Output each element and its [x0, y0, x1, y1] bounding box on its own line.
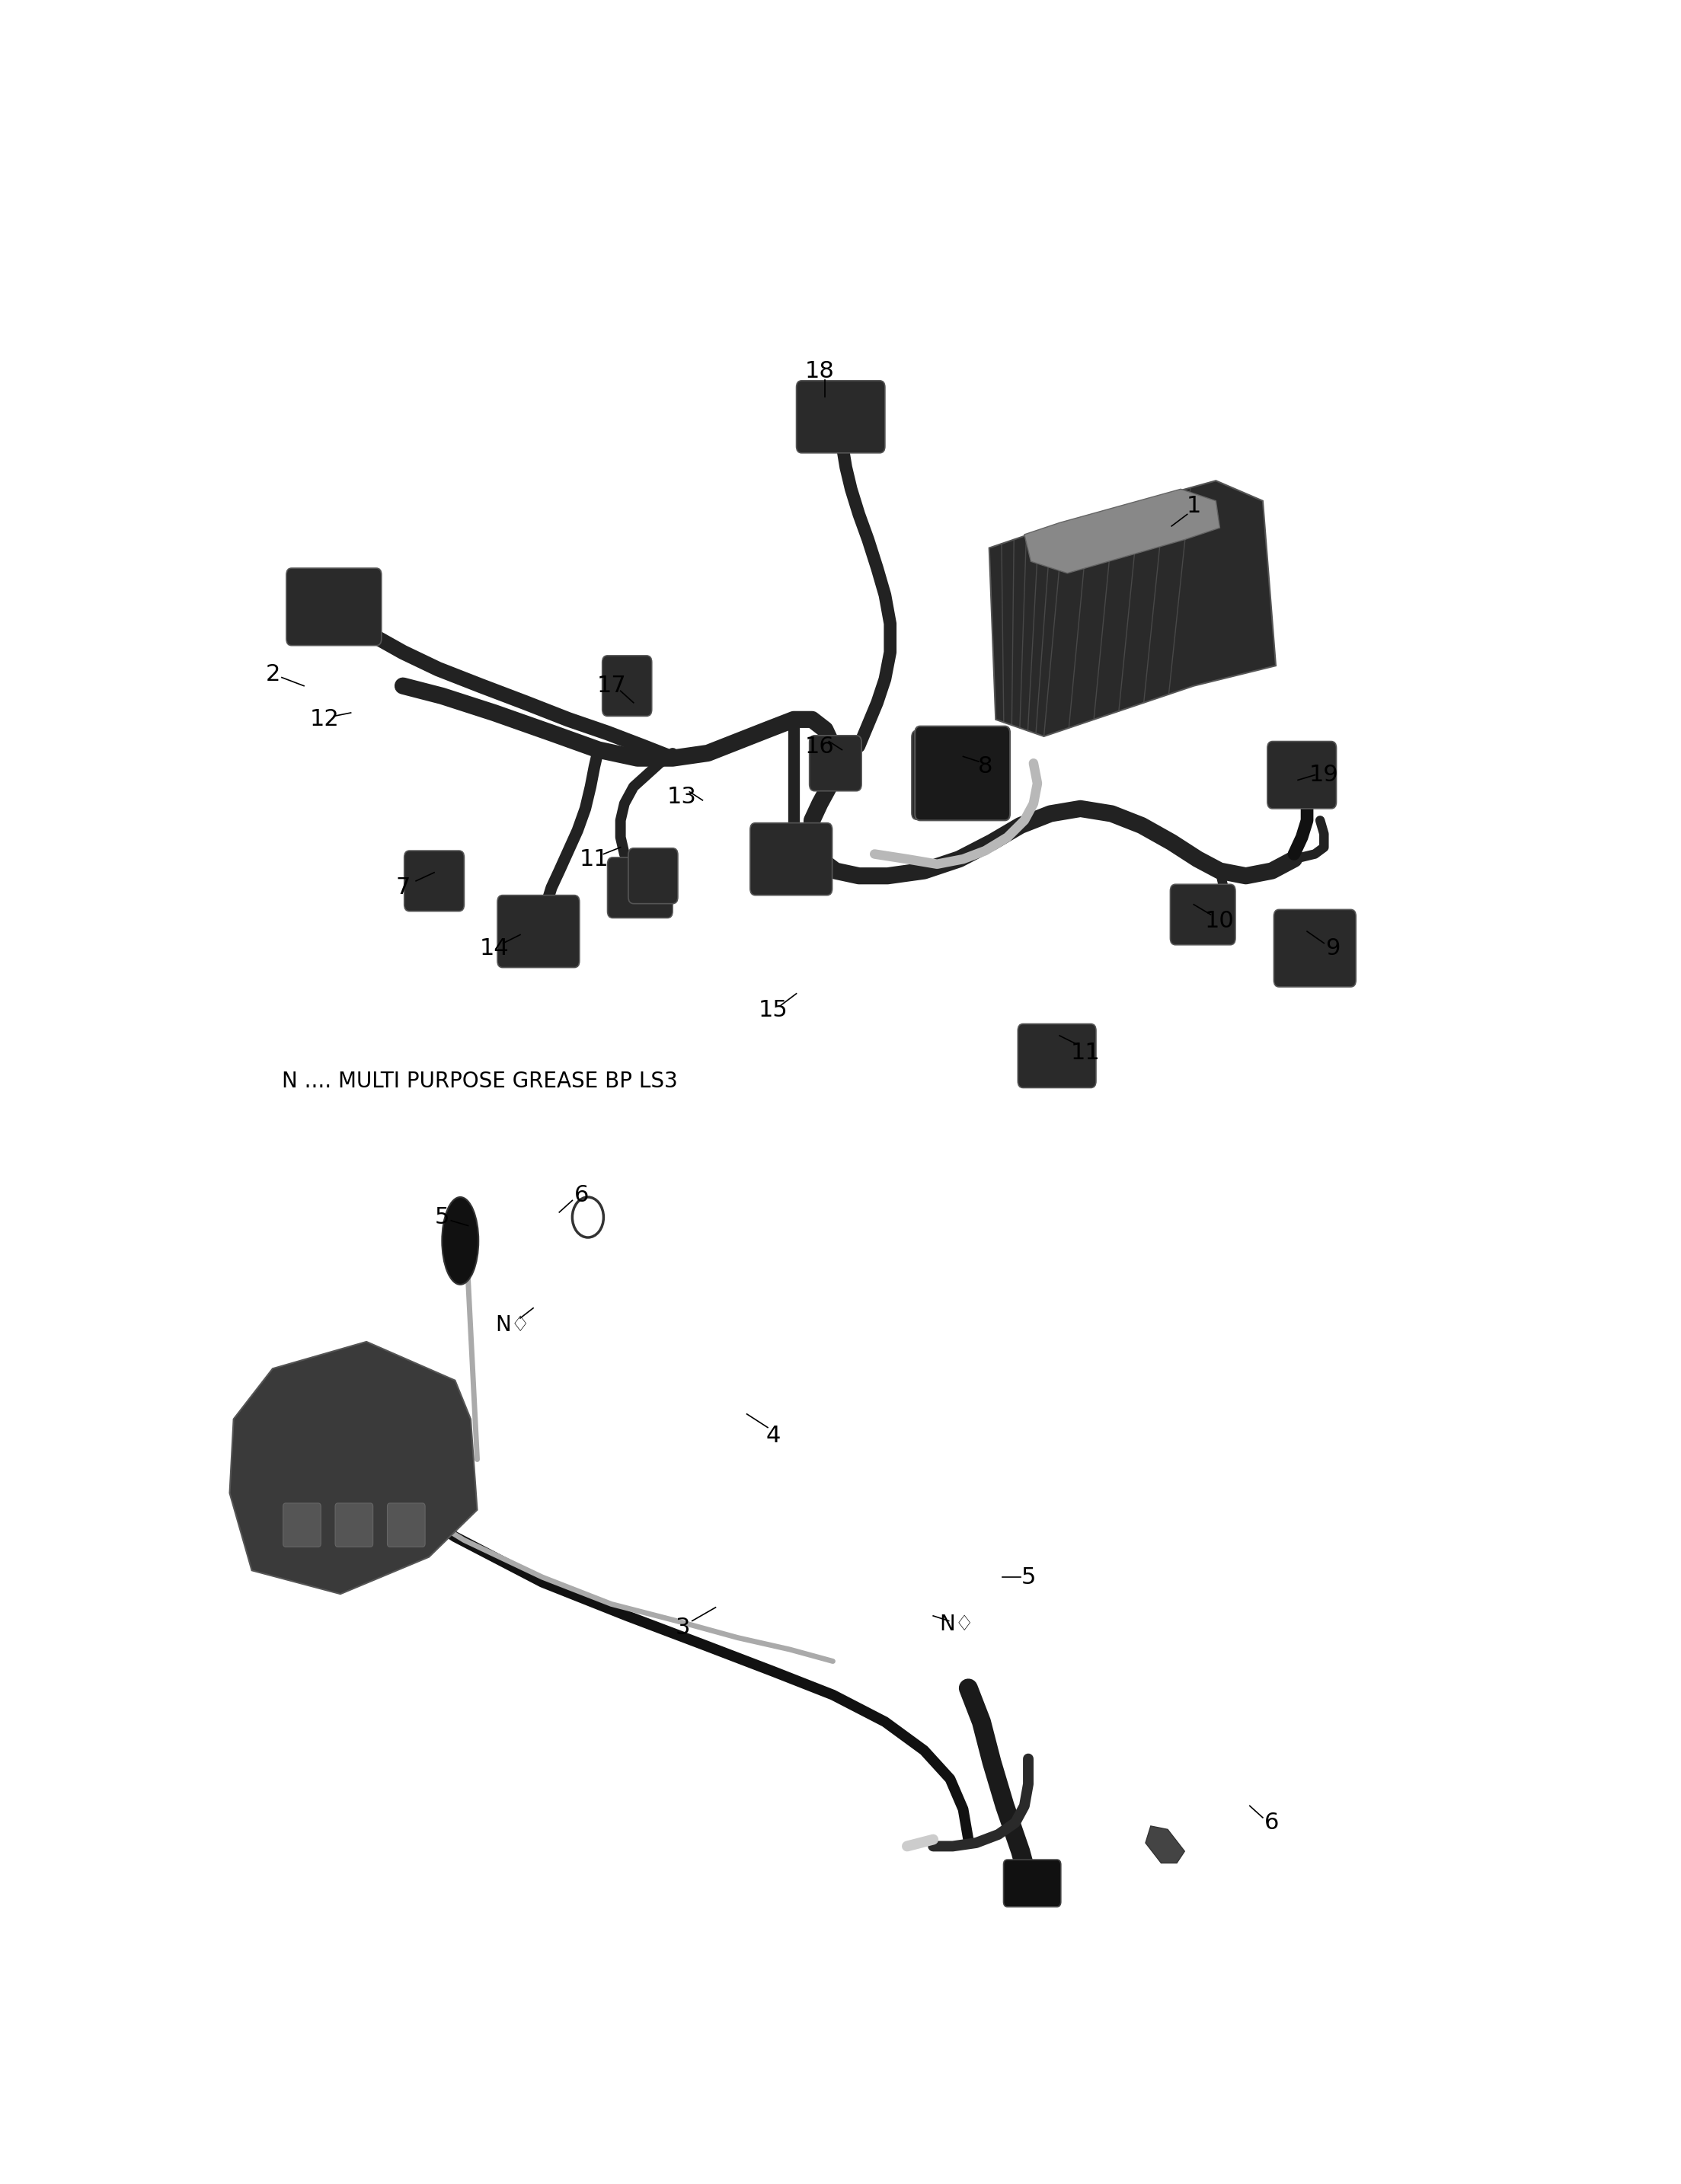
- Text: N♢: N♢: [494, 1315, 530, 1337]
- FancyBboxPatch shape: [914, 727, 1010, 821]
- Text: 11: 11: [580, 847, 609, 869]
- FancyBboxPatch shape: [1004, 1861, 1061, 1907]
- FancyBboxPatch shape: [1267, 740, 1336, 808]
- Text: 9: 9: [1326, 937, 1340, 959]
- FancyBboxPatch shape: [286, 568, 382, 646]
- Text: 15: 15: [758, 1000, 788, 1022]
- FancyBboxPatch shape: [629, 847, 677, 904]
- FancyBboxPatch shape: [911, 729, 1007, 819]
- FancyBboxPatch shape: [403, 850, 464, 911]
- Text: 8: 8: [978, 756, 993, 778]
- Ellipse shape: [442, 1197, 479, 1284]
- FancyBboxPatch shape: [750, 823, 832, 895]
- FancyBboxPatch shape: [607, 858, 672, 917]
- Polygon shape: [1145, 1826, 1185, 1863]
- FancyBboxPatch shape: [1019, 1024, 1096, 1088]
- Text: 17: 17: [597, 675, 625, 697]
- FancyBboxPatch shape: [1274, 909, 1357, 987]
- Text: 4: 4: [765, 1424, 780, 1448]
- Text: 5: 5: [1020, 1566, 1035, 1588]
- Text: 6: 6: [1264, 1813, 1279, 1835]
- Polygon shape: [988, 480, 1276, 736]
- FancyBboxPatch shape: [282, 1503, 321, 1546]
- FancyBboxPatch shape: [602, 655, 652, 716]
- Text: 7: 7: [395, 876, 410, 898]
- Text: 5: 5: [435, 1206, 449, 1227]
- Polygon shape: [230, 1341, 477, 1594]
- Text: 19: 19: [1309, 764, 1338, 786]
- Text: 16: 16: [805, 736, 834, 758]
- Text: 10: 10: [1205, 911, 1234, 933]
- Text: 12: 12: [309, 708, 340, 729]
- Polygon shape: [1024, 489, 1220, 572]
- Text: 2: 2: [266, 664, 281, 686]
- FancyBboxPatch shape: [498, 895, 580, 968]
- Text: 13: 13: [667, 786, 696, 808]
- FancyBboxPatch shape: [810, 736, 861, 791]
- Text: N .... MULTI PURPOSE GREASE BP LS3: N .... MULTI PURPOSE GREASE BP LS3: [282, 1070, 677, 1092]
- Text: 18: 18: [805, 360, 835, 382]
- FancyBboxPatch shape: [335, 1503, 373, 1546]
- Text: 6: 6: [573, 1184, 588, 1206]
- Text: 1: 1: [1187, 496, 1202, 518]
- Text: 11: 11: [1071, 1042, 1101, 1064]
- FancyBboxPatch shape: [387, 1503, 425, 1546]
- Text: N♢: N♢: [940, 1614, 973, 1636]
- Text: 3: 3: [676, 1616, 691, 1638]
- Text: 14: 14: [479, 937, 509, 959]
- FancyBboxPatch shape: [797, 380, 884, 452]
- FancyBboxPatch shape: [1170, 885, 1236, 946]
